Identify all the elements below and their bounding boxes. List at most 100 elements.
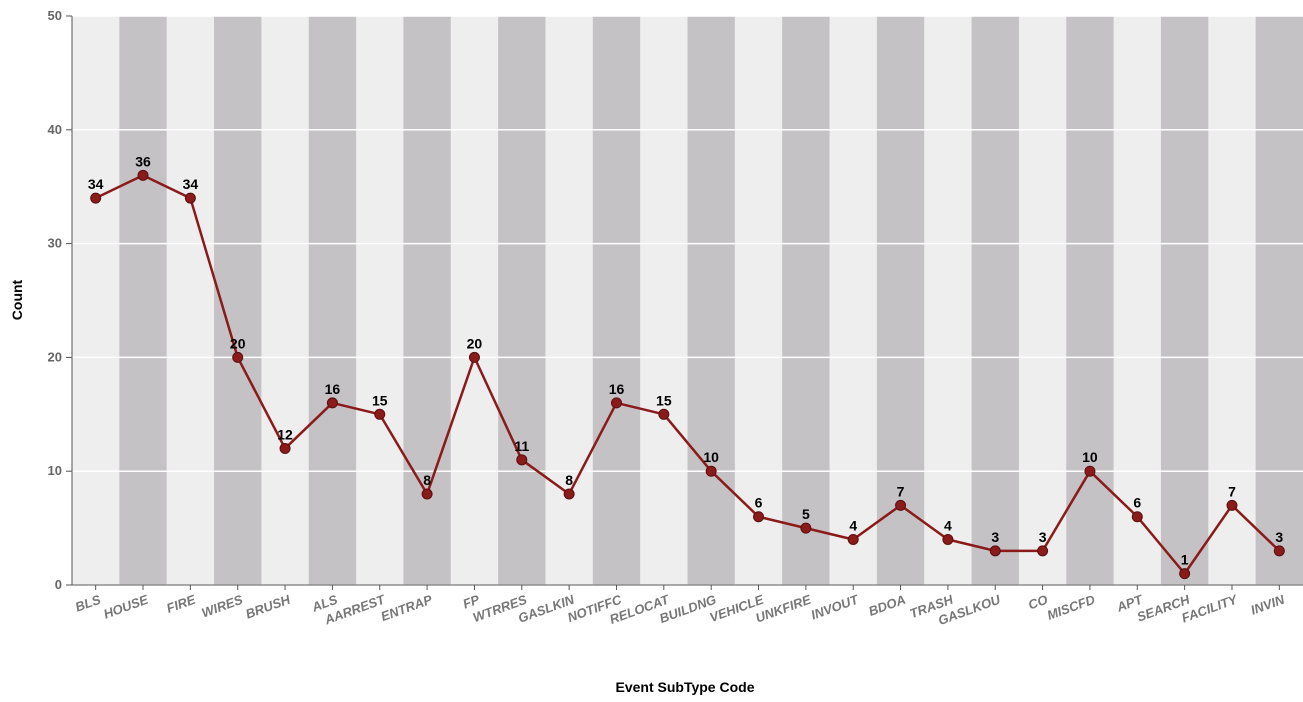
series-group [90,169,1285,580]
data-labels: 34 36 34 20 12 16 15 8 20 11 8 16 15 10 6 5 4 7 4 3 3 10 6 1 7 3 [88,153,1284,567]
data-point [658,408,670,420]
data-point [1273,545,1285,557]
data-point [563,488,575,500]
category-band [119,16,168,585]
data-point [800,522,812,534]
data-point [705,465,717,477]
y-tick-label: 20 [48,349,62,364]
data-label: 12 [277,426,293,442]
data-point [942,533,954,545]
category-band [687,16,736,585]
data-point [232,351,244,363]
data-label: 6 [1133,495,1141,511]
category-band [403,16,452,585]
data-label: 4 [944,517,952,533]
data-point [1179,568,1191,580]
category-band [734,16,783,585]
data-point [279,442,291,454]
data-label: 11 [514,438,529,454]
x-tick-label: INVIN [1249,592,1287,618]
x-tick-label: ENTRAP [379,592,435,624]
category-band [924,16,973,585]
data-label: 8 [565,472,573,488]
data-label: 20 [467,335,483,351]
data-label: 15 [656,392,672,408]
category-band [356,16,404,585]
data-point [421,488,433,500]
x-tick-label: FACILITY [1180,591,1241,625]
x-tick-label: FP [461,592,482,612]
category-band [261,16,310,585]
category-band [1018,16,1067,585]
data-label: 20 [230,335,246,351]
y-tick-label: 0 [55,577,62,592]
data-label: 3 [991,529,999,545]
data-point [1226,499,1238,511]
data-label: 7 [1228,483,1236,499]
series-line [95,174,1281,575]
data-point [610,397,622,409]
y-axis-title: Count [9,279,25,320]
category-band [72,16,120,585]
category-band [829,16,878,585]
data-label: 8 [423,472,431,488]
category-band [545,16,594,585]
x-tick-label: FIRE [164,592,197,616]
data-label: 4 [849,517,857,533]
category-band [498,16,546,585]
data-point [516,454,528,466]
data-point [468,351,480,363]
category-band [1066,16,1115,585]
category-band [876,16,925,585]
data-label: 3 [1039,529,1047,545]
data-point [1084,465,1096,477]
category-band [308,16,357,585]
x-tick-label: UNKFIRE [753,592,813,626]
data-label: 6 [755,495,763,511]
data-point [326,397,338,409]
data-label: 5 [802,506,810,522]
data-label: 10 [703,449,719,465]
x-tick-label: BLS [73,592,103,615]
data-point [1037,545,1049,557]
category-band [1208,16,1257,585]
data-label: 10 [1082,449,1098,465]
data-point [847,533,859,545]
data-point [1131,511,1143,523]
data-label: 7 [897,483,905,499]
data-point [753,511,765,523]
data-point [989,545,1001,557]
y-axis: 0 10 20 30 40 50 [48,8,1303,592]
category-band [450,16,499,585]
category-band [640,16,688,585]
x-tick-label: BDOA [866,592,907,619]
x-tick-label: BRUSH [244,592,293,622]
data-point [90,192,102,204]
y-tick-label: 50 [48,8,62,23]
category-band [592,16,641,585]
data-label: 1 [1181,552,1189,568]
data-label: 15 [372,392,388,408]
category-band [782,16,831,585]
x-tick-label: HOUSE [101,592,150,622]
data-label: 16 [609,381,625,397]
data-point [137,169,149,181]
data-label: 36 [135,153,151,169]
data-label: 16 [325,381,341,397]
category-band [971,16,1020,585]
data-point [895,499,907,511]
x-axis-title: Event SubType Code [616,679,755,695]
category-band [1113,16,1162,585]
data-label: 3 [1275,529,1283,545]
y-tick-label: 10 [48,463,62,478]
category-band [1160,16,1209,585]
data-label: 34 [183,176,199,192]
x-tick-label: WIRES [200,592,245,621]
category-band [1255,16,1303,585]
x-tick-label: MISCFD [1045,592,1098,623]
data-point [184,192,196,204]
y-tick-label: 30 [48,236,62,251]
x-tick-label: INVOUT [809,591,861,622]
